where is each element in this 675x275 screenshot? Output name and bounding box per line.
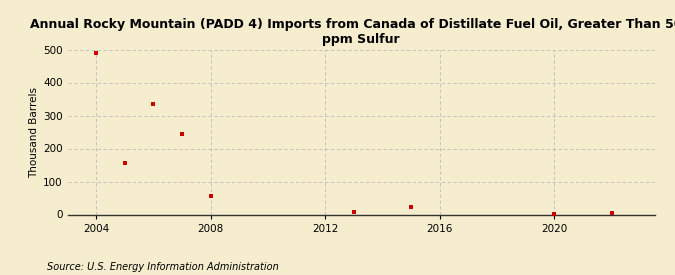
Point	[177, 131, 188, 136]
Point	[90, 51, 101, 55]
Title: Annual Rocky Mountain (PADD 4) Imports from Canada of Distillate Fuel Oil, Great: Annual Rocky Mountain (PADD 4) Imports f…	[30, 18, 675, 46]
Point	[119, 161, 130, 166]
Point	[406, 205, 416, 210]
Y-axis label: Thousand Barrels: Thousand Barrels	[29, 87, 39, 177]
Point	[606, 211, 617, 215]
Point	[148, 102, 159, 106]
Point	[205, 194, 216, 199]
Text: Source: U.S. Energy Information Administration: Source: U.S. Energy Information Administ…	[47, 262, 279, 272]
Point	[348, 210, 359, 214]
Point	[549, 211, 560, 216]
